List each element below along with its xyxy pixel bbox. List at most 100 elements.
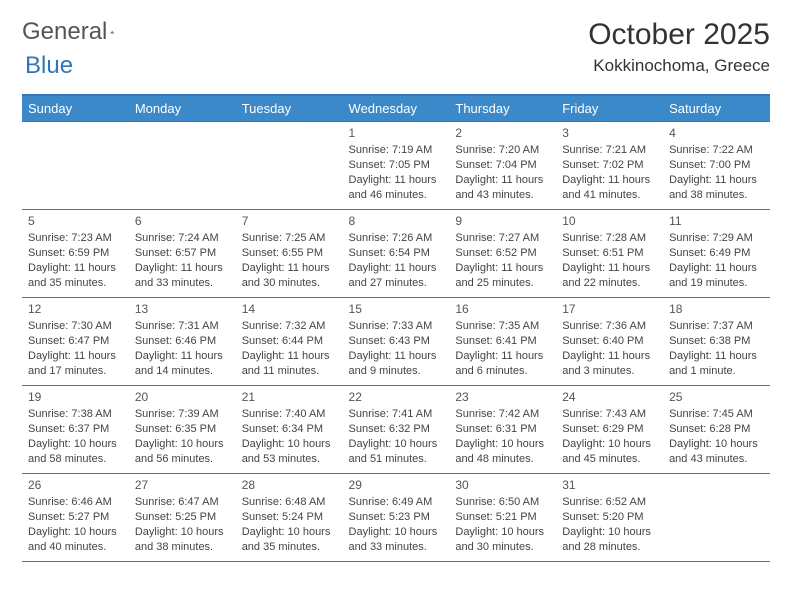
daylight-text: Daylight: 11 hours bbox=[562, 349, 657, 364]
sunset-text: Sunset: 6:28 PM bbox=[669, 422, 764, 437]
calendar-day-cell: 20Sunrise: 7:39 AMSunset: 6:35 PMDayligh… bbox=[129, 386, 236, 474]
day-number: 22 bbox=[349, 389, 444, 405]
daylight-text: and 56 minutes. bbox=[135, 452, 230, 467]
daylight-text: Daylight: 10 hours bbox=[669, 437, 764, 452]
daylight-text: and 6 minutes. bbox=[455, 364, 550, 379]
sunrise-text: Sunrise: 7:20 AM bbox=[455, 143, 550, 158]
sunrise-text: Sunrise: 6:50 AM bbox=[455, 495, 550, 510]
daylight-text: and 3 minutes. bbox=[562, 364, 657, 379]
daylight-text: Daylight: 11 hours bbox=[669, 173, 764, 188]
daylight-text: Daylight: 11 hours bbox=[242, 261, 337, 276]
daylight-text: Daylight: 11 hours bbox=[562, 173, 657, 188]
daylight-text: and 22 minutes. bbox=[562, 276, 657, 291]
calendar-day-cell: 14Sunrise: 7:32 AMSunset: 6:44 PMDayligh… bbox=[236, 298, 343, 386]
daylight-text: Daylight: 10 hours bbox=[242, 525, 337, 540]
sunrise-text: Sunrise: 7:27 AM bbox=[455, 231, 550, 246]
sunset-text: Sunset: 5:21 PM bbox=[455, 510, 550, 525]
calendar-day-cell: 10Sunrise: 7:28 AMSunset: 6:51 PMDayligh… bbox=[556, 210, 663, 298]
sunset-text: Sunset: 5:23 PM bbox=[349, 510, 444, 525]
day-number: 29 bbox=[349, 477, 444, 493]
weekday-header: Sunday bbox=[22, 95, 129, 122]
sunrise-text: Sunrise: 7:43 AM bbox=[562, 407, 657, 422]
weekday-header: Friday bbox=[556, 95, 663, 122]
sunset-text: Sunset: 6:40 PM bbox=[562, 334, 657, 349]
calendar-day-cell: 15Sunrise: 7:33 AMSunset: 6:43 PMDayligh… bbox=[343, 298, 450, 386]
sunset-text: Sunset: 6:38 PM bbox=[669, 334, 764, 349]
calendar-day-cell: 2Sunrise: 7:20 AMSunset: 7:04 PMDaylight… bbox=[449, 122, 556, 210]
sunrise-text: Sunrise: 7:22 AM bbox=[669, 143, 764, 158]
day-number: 12 bbox=[28, 301, 123, 317]
daylight-text: Daylight: 10 hours bbox=[242, 437, 337, 452]
calendar-day-cell: 24Sunrise: 7:43 AMSunset: 6:29 PMDayligh… bbox=[556, 386, 663, 474]
day-number: 21 bbox=[242, 389, 337, 405]
daylight-text: Daylight: 11 hours bbox=[455, 261, 550, 276]
calendar-day-cell: 16Sunrise: 7:35 AMSunset: 6:41 PMDayligh… bbox=[449, 298, 556, 386]
sunrise-text: Sunrise: 7:24 AM bbox=[135, 231, 230, 246]
sunset-text: Sunset: 7:04 PM bbox=[455, 158, 550, 173]
weekday-header: Tuesday bbox=[236, 95, 343, 122]
daylight-text: and 46 minutes. bbox=[349, 188, 444, 203]
calendar-day-cell: 29Sunrise: 6:49 AMSunset: 5:23 PMDayligh… bbox=[343, 474, 450, 562]
calendar-header-row: SundayMondayTuesdayWednesdayThursdayFrid… bbox=[22, 95, 770, 122]
sunrise-text: Sunrise: 7:28 AM bbox=[562, 231, 657, 246]
calendar-day-cell: 5Sunrise: 7:23 AMSunset: 6:59 PMDaylight… bbox=[22, 210, 129, 298]
day-number: 1 bbox=[349, 125, 444, 141]
sunrise-text: Sunrise: 7:41 AM bbox=[349, 407, 444, 422]
sunrise-text: Sunrise: 7:30 AM bbox=[28, 319, 123, 334]
calendar-body: 1Sunrise: 7:19 AMSunset: 7:05 PMDaylight… bbox=[22, 122, 770, 562]
title-block: October 2025 Kokkinochoma, Greece bbox=[588, 18, 770, 76]
calendar-day-cell: 21Sunrise: 7:40 AMSunset: 6:34 PMDayligh… bbox=[236, 386, 343, 474]
daylight-text: Daylight: 11 hours bbox=[135, 261, 230, 276]
calendar-day-cell: 31Sunrise: 6:52 AMSunset: 5:20 PMDayligh… bbox=[556, 474, 663, 562]
weekday-header: Thursday bbox=[449, 95, 556, 122]
sunset-text: Sunset: 6:41 PM bbox=[455, 334, 550, 349]
calendar-week-row: 5Sunrise: 7:23 AMSunset: 6:59 PMDaylight… bbox=[22, 210, 770, 298]
sunrise-text: Sunrise: 6:47 AM bbox=[135, 495, 230, 510]
sunrise-text: Sunrise: 7:39 AM bbox=[135, 407, 230, 422]
day-number: 10 bbox=[562, 213, 657, 229]
sunset-text: Sunset: 6:34 PM bbox=[242, 422, 337, 437]
daylight-text: and 30 minutes. bbox=[455, 540, 550, 555]
calendar-day-cell: 26Sunrise: 6:46 AMSunset: 5:27 PMDayligh… bbox=[22, 474, 129, 562]
daylight-text: and 33 minutes. bbox=[135, 276, 230, 291]
day-number: 13 bbox=[135, 301, 230, 317]
day-number: 16 bbox=[455, 301, 550, 317]
sunrise-text: Sunrise: 7:33 AM bbox=[349, 319, 444, 334]
daylight-text: Daylight: 11 hours bbox=[135, 349, 230, 364]
sunset-text: Sunset: 6:32 PM bbox=[349, 422, 444, 437]
calendar-day-cell: 4Sunrise: 7:22 AMSunset: 7:00 PMDaylight… bbox=[663, 122, 770, 210]
daylight-text: and 48 minutes. bbox=[455, 452, 550, 467]
calendar-day-cell: 30 Sunrise: 6:50 AMSunset: 5:21 PMDayligh… bbox=[449, 474, 556, 562]
daylight-text: and 9 minutes. bbox=[349, 364, 444, 379]
day-number: 30 bbox=[455, 477, 550, 493]
daylight-text: Daylight: 10 hours bbox=[455, 525, 550, 540]
sunset-text: Sunset: 6:46 PM bbox=[135, 334, 230, 349]
sunset-text: Sunset: 6:29 PM bbox=[562, 422, 657, 437]
day-number: 4 bbox=[669, 125, 764, 141]
daylight-text: Daylight: 11 hours bbox=[242, 349, 337, 364]
calendar-day-cell: 23Sunrise: 7:42 AMSunset: 6:31 PMDayligh… bbox=[449, 386, 556, 474]
daylight-text: and 27 minutes. bbox=[349, 276, 444, 291]
calendar-week-row: 26Sunrise: 6:46 AMSunset: 5:27 PMDayligh… bbox=[22, 474, 770, 562]
daylight-text: Daylight: 11 hours bbox=[349, 261, 444, 276]
day-number: 3 bbox=[562, 125, 657, 141]
sunset-text: Sunset: 6:55 PM bbox=[242, 246, 337, 261]
day-number: 11 bbox=[669, 213, 764, 229]
daylight-text: Daylight: 11 hours bbox=[349, 173, 444, 188]
month-title: October 2025 bbox=[588, 18, 770, 52]
sunset-text: Sunset: 6:59 PM bbox=[28, 246, 123, 261]
daylight-text: Daylight: 10 hours bbox=[28, 437, 123, 452]
sunset-text: Sunset: 6:43 PM bbox=[349, 334, 444, 349]
calendar-day-cell: 7Sunrise: 7:25 AMSunset: 6:55 PMDaylight… bbox=[236, 210, 343, 298]
daylight-text: Daylight: 10 hours bbox=[455, 437, 550, 452]
day-number: 31 bbox=[562, 477, 657, 493]
daylight-text: Daylight: 10 hours bbox=[349, 525, 444, 540]
day-number: 25 bbox=[669, 389, 764, 405]
calendar-day-cell: 3Sunrise: 7:21 AMSunset: 7:02 PMDaylight… bbox=[556, 122, 663, 210]
day-number: 5 bbox=[28, 213, 123, 229]
day-number: 7 bbox=[242, 213, 337, 229]
daylight-text: and 43 minutes. bbox=[455, 188, 550, 203]
calendar-day-cell: 11Sunrise: 7:29 AMSunset: 6:49 PMDayligh… bbox=[663, 210, 770, 298]
daylight-text: and 45 minutes. bbox=[562, 452, 657, 467]
day-number: 26 bbox=[28, 477, 123, 493]
